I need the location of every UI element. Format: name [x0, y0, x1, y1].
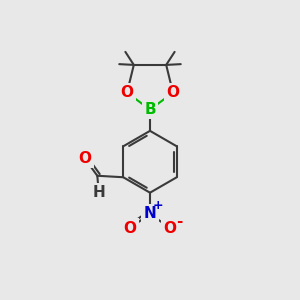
Text: O: O [124, 220, 136, 236]
Text: H: H [92, 185, 105, 200]
Text: -: - [176, 214, 182, 229]
Text: O: O [167, 85, 179, 100]
Text: O: O [164, 220, 176, 236]
Text: +: + [153, 199, 164, 212]
Text: N: N [144, 206, 156, 221]
Text: B: B [144, 102, 156, 117]
Text: O: O [78, 151, 92, 166]
Text: O: O [121, 85, 134, 100]
